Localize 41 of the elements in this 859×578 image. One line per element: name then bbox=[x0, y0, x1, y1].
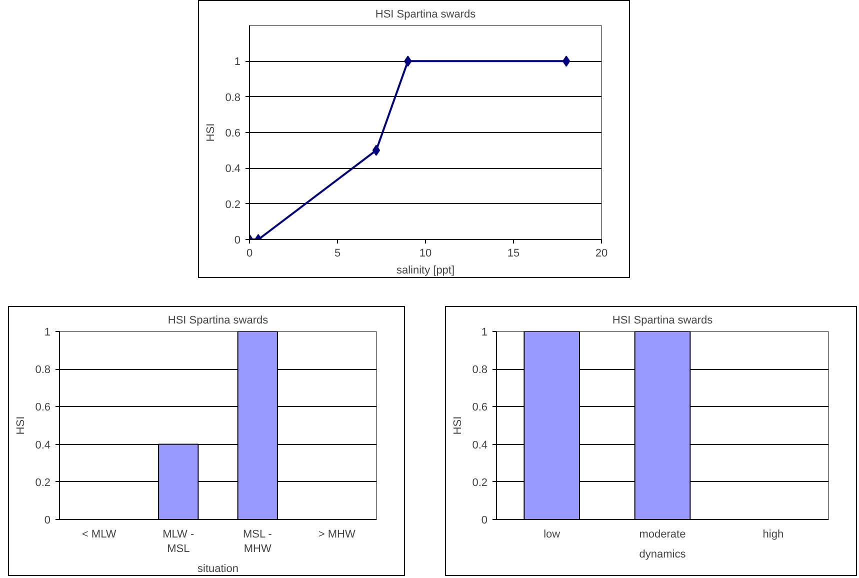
y-tick-label: 0 bbox=[234, 234, 241, 246]
y-tick-label: 1 bbox=[481, 326, 488, 338]
y-tick-label: 0.8 bbox=[35, 364, 51, 376]
y-tick-label: 0.8 bbox=[225, 92, 241, 104]
y-tick-label: 0.6 bbox=[225, 128, 241, 140]
x-tick-label: MLW - MSL bbox=[162, 528, 194, 555]
x-tick-label: 10 bbox=[419, 248, 432, 260]
x-axis-title: situation bbox=[198, 562, 238, 575]
x-tick-label: 0 bbox=[246, 248, 253, 260]
y-tick-label: 1 bbox=[234, 56, 241, 68]
y-tick-label: 0.2 bbox=[225, 198, 241, 211]
y-tick-label: 0.4 bbox=[225, 163, 241, 176]
chart-title: HSI Spartina swards bbox=[612, 314, 714, 326]
point bbox=[562, 56, 570, 67]
y-tick-label: 0.2 bbox=[35, 476, 51, 489]
y-tick-label: 0.6 bbox=[472, 402, 488, 414]
y-tick-label: 0.4 bbox=[35, 439, 51, 452]
y-tick-label: 0.8 bbox=[472, 364, 488, 376]
y-tick-label: 0 bbox=[481, 514, 488, 526]
chart-title: HSI Spartina swards bbox=[375, 8, 476, 20]
y-axis-title: HSI bbox=[15, 416, 28, 435]
x-tick-label: 20 bbox=[595, 248, 608, 260]
chart-title: HSI Spartina swards bbox=[168, 314, 269, 326]
x-tick-label: moderate bbox=[639, 528, 686, 540]
x-tick-label: 5 bbox=[334, 248, 341, 260]
x-tick-label: low bbox=[544, 528, 560, 540]
x-tick-label: > MHW bbox=[318, 528, 356, 540]
point bbox=[372, 144, 380, 156]
x-axis-title: dynamics bbox=[639, 548, 686, 560]
y-axis-title: HSI bbox=[452, 416, 464, 435]
x-tick-label: high bbox=[762, 528, 784, 540]
y-tick-label: 0.6 bbox=[35, 402, 51, 414]
x-tick-label: < MLW bbox=[82, 528, 117, 540]
x-tick-label: MSL - MHW bbox=[242, 528, 272, 555]
y-tick-label: 1 bbox=[44, 326, 51, 338]
x-tick-label: 15 bbox=[507, 248, 520, 260]
y-tick-label: 0.2 bbox=[472, 476, 488, 489]
y-tick-label: 0 bbox=[44, 514, 51, 526]
y-axis-title: HSI bbox=[205, 123, 218, 142]
x-axis-title: salinity [ppt] bbox=[396, 264, 455, 276]
y-tick-label: 0.4 bbox=[472, 439, 488, 452]
